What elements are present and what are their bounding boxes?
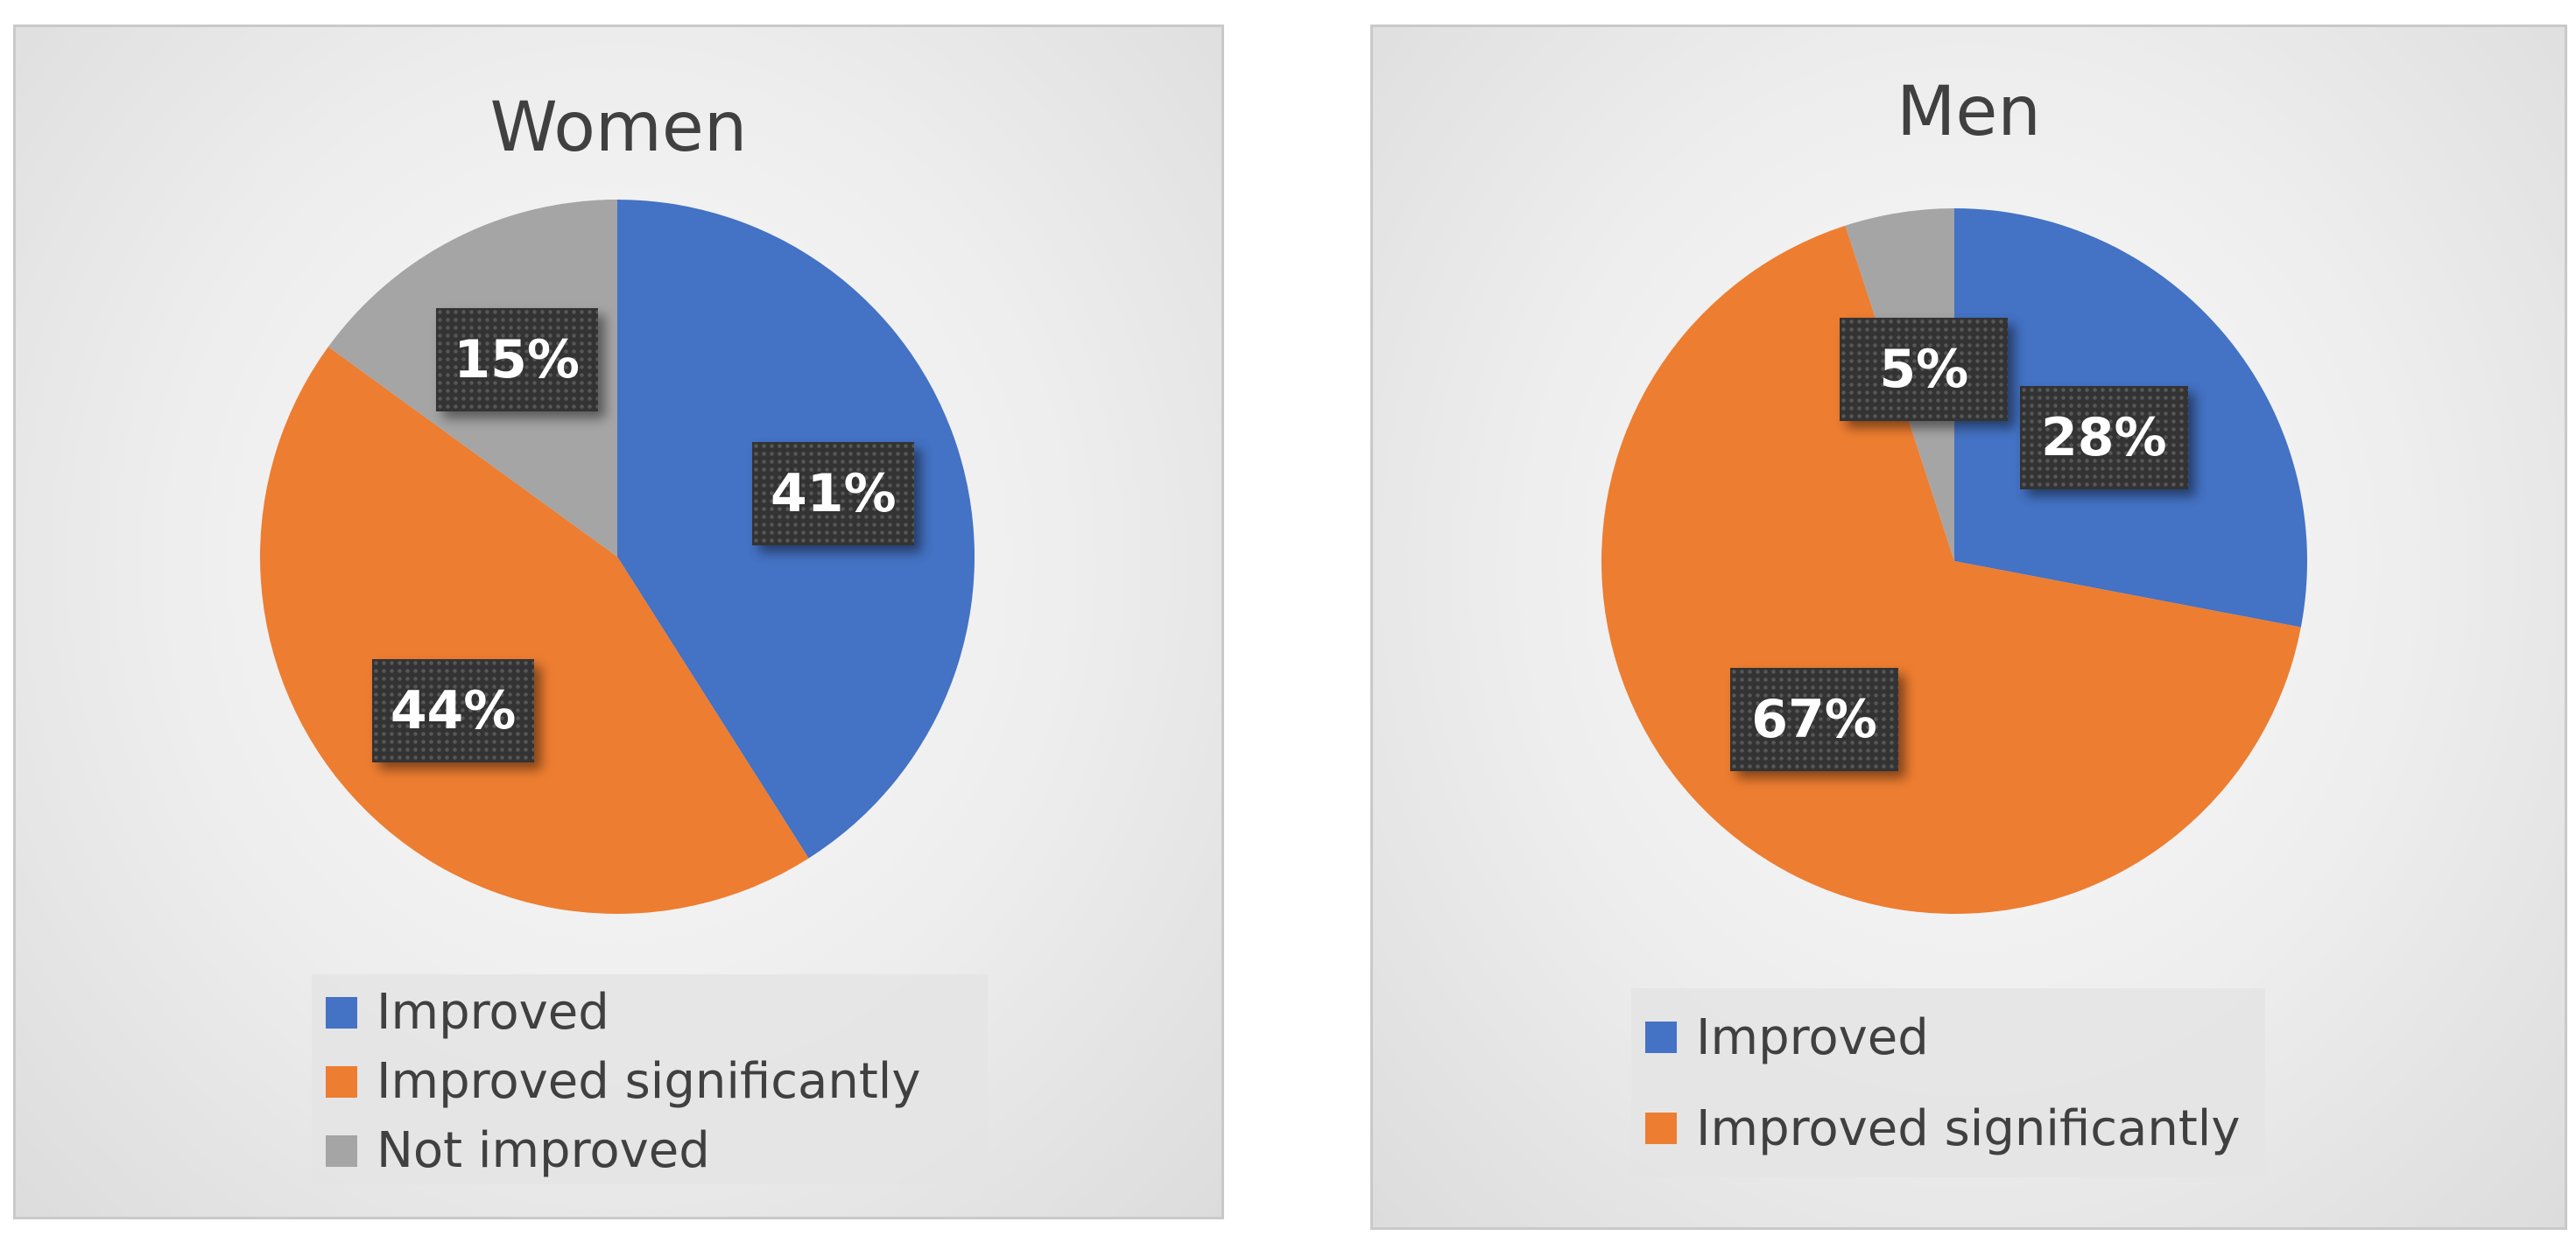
pie-slice-improved-significantly — [260, 347, 809, 914]
legend-item: Improved significantly — [1645, 1083, 2251, 1174]
data-label: 28% — [2019, 385, 2188, 489]
chart-title: Women — [489, 88, 748, 167]
legend-item: Improved — [1645, 992, 2251, 1083]
data-label: 41% — [752, 442, 915, 546]
legend-swatch — [326, 996, 357, 1029]
data-label: 5% — [1840, 318, 2009, 422]
legend-swatch — [326, 1134, 357, 1167]
legend-men: Improved Improved significantly — [1631, 988, 2265, 1177]
legend-item: Improved significantly — [326, 1047, 974, 1116]
legend-label: Improved — [377, 984, 609, 1041]
legend-label: Improved significantly — [1696, 1099, 2241, 1157]
legend-item: Not improved — [326, 1116, 974, 1185]
legend-item: Improved — [326, 978, 974, 1047]
legend-women: Improved Improved significantly Not improv… — [312, 974, 988, 1184]
legend-label: Improved — [1696, 1008, 1929, 1066]
chart-men: Men Improved Improved significantly 28% 67… — [1370, 25, 2567, 1230]
chart-title: Men — [1897, 73, 2041, 151]
legend-swatch — [326, 1065, 357, 1098]
data-label: 44% — [372, 658, 535, 762]
legend-label: Improved significantly — [377, 1053, 921, 1110]
chart-women: Women Improved Improved significantly Not … — [13, 25, 1224, 1219]
legend-label: Not improved — [377, 1122, 710, 1179]
legend-swatch — [1645, 1022, 1677, 1053]
legend-swatch — [1645, 1113, 1677, 1144]
data-label: 67% — [1730, 668, 1899, 772]
data-label: 15% — [435, 307, 598, 411]
